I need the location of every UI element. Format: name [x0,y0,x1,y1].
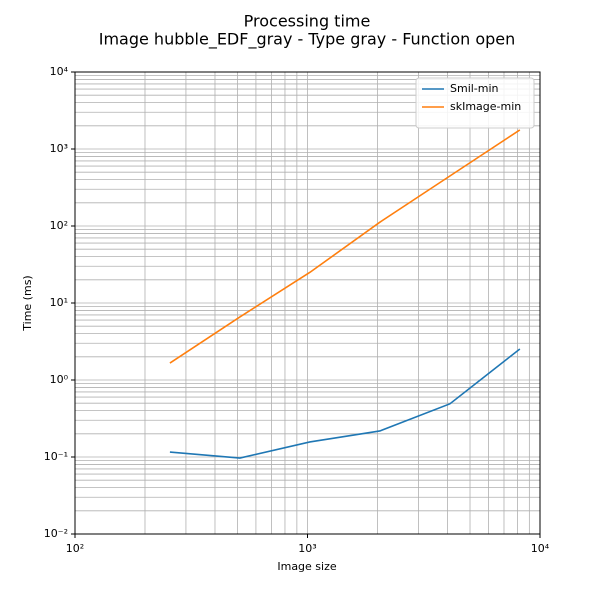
legend-box [415,77,535,129]
y-tick-label: 10² [50,219,68,232]
x-tick-label: 10³ [298,542,316,555]
y-tick-label: 10⁻² [44,527,68,540]
y-tick-label: 10⁰ [50,373,69,386]
plot-frame [74,71,541,535]
series-line [169,348,521,459]
y-tick-label: 10¹ [50,296,68,309]
x-axis-label: Image size [277,560,337,573]
chart-title: Processing time [244,12,371,31]
y-axis-label: Time (ms) [21,275,34,331]
legend-label: Smil-min [450,82,499,95]
y-tick-label: 10⁴ [50,65,69,78]
y-tick-label: 10³ [50,142,68,155]
series-line [169,129,521,364]
chart-subtitle: Image hubble_EDF_gray - Type gray - Func… [99,30,516,50]
x-tick-label: 10⁴ [531,542,550,555]
y-tick-label: 10⁻¹ [44,450,68,463]
x-tick-label: 10² [66,542,84,555]
legend-label: skImage-min [450,100,521,113]
